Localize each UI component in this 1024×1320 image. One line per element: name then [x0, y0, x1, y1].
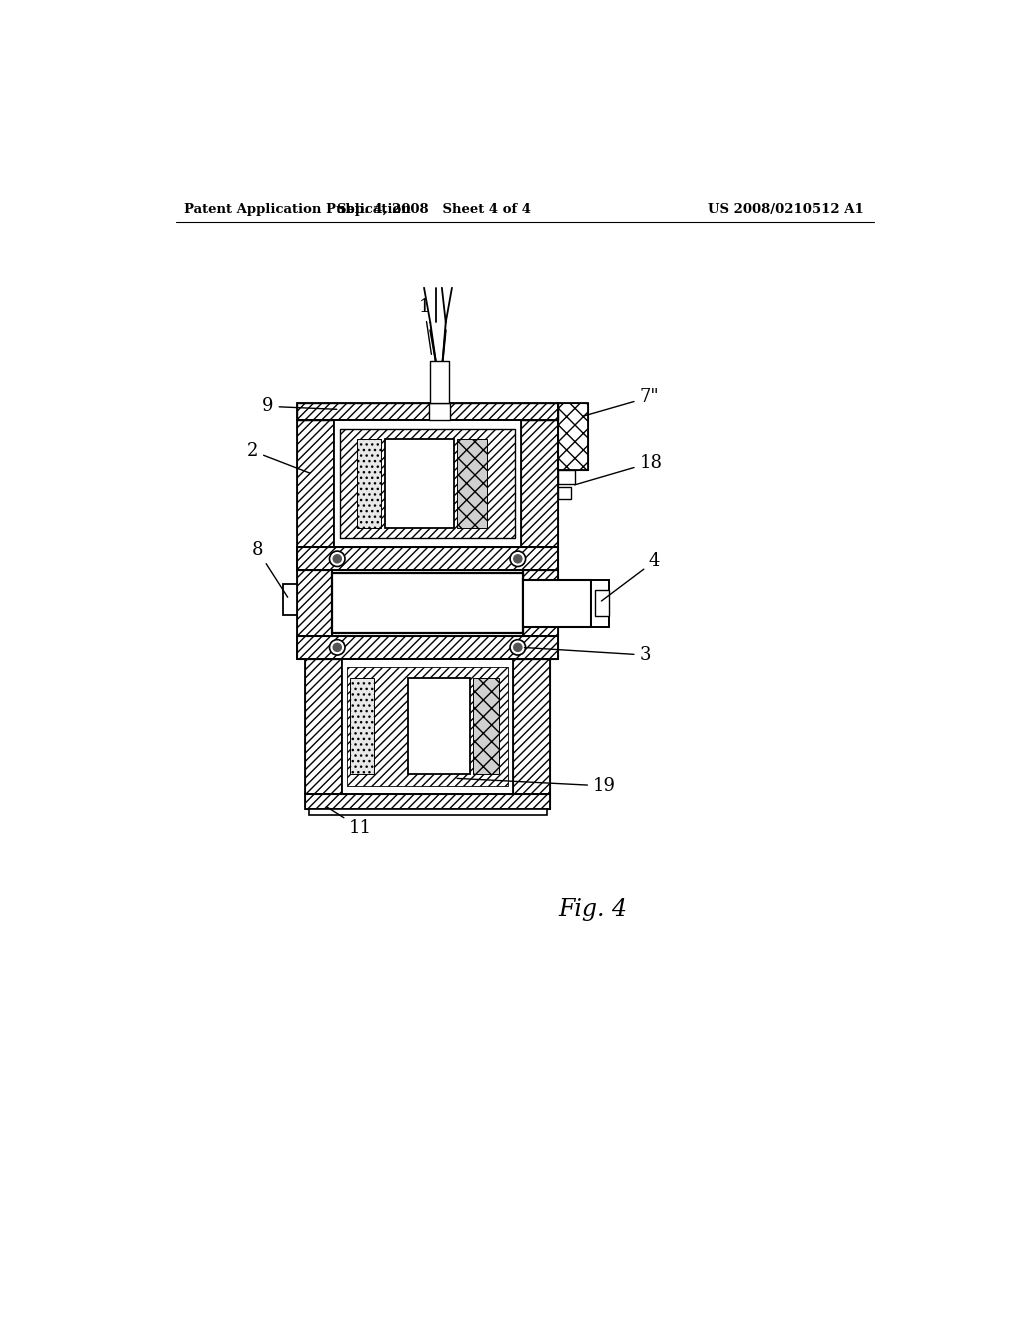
- Bar: [334, 420, 521, 548]
- Bar: [297, 570, 332, 636]
- Text: 3: 3: [524, 645, 651, 664]
- Bar: [592, 579, 608, 627]
- Bar: [521, 420, 558, 548]
- Bar: [385, 438, 455, 528]
- Text: 8: 8: [251, 541, 288, 597]
- Bar: [297, 548, 558, 570]
- Bar: [523, 570, 558, 636]
- Bar: [521, 420, 558, 548]
- Bar: [558, 404, 588, 470]
- Text: Sep. 4, 2008   Sheet 4 of 4: Sep. 4, 2008 Sheet 4 of 4: [337, 203, 531, 216]
- Circle shape: [514, 644, 521, 651]
- Bar: [308, 809, 547, 816]
- Text: 2: 2: [247, 442, 310, 473]
- Text: Patent Application Publication: Patent Application Publication: [183, 203, 411, 216]
- Bar: [430, 360, 449, 404]
- Text: Fig. 4: Fig. 4: [558, 898, 628, 920]
- Text: 9: 9: [262, 397, 337, 416]
- Bar: [356, 438, 381, 528]
- Bar: [297, 636, 558, 659]
- Circle shape: [330, 640, 345, 655]
- Bar: [513, 659, 550, 793]
- Circle shape: [330, 552, 345, 566]
- Bar: [297, 404, 558, 420]
- Bar: [340, 429, 515, 539]
- Circle shape: [334, 644, 341, 651]
- Text: 19: 19: [457, 777, 616, 795]
- Bar: [297, 636, 558, 659]
- Bar: [523, 579, 592, 627]
- Bar: [340, 429, 515, 539]
- Bar: [513, 659, 550, 793]
- Circle shape: [514, 554, 521, 562]
- Bar: [473, 678, 500, 775]
- Bar: [297, 420, 334, 548]
- Circle shape: [334, 554, 341, 562]
- Text: 18: 18: [574, 454, 663, 484]
- Bar: [297, 420, 334, 548]
- Bar: [305, 793, 550, 809]
- Bar: [297, 404, 558, 420]
- Text: 7": 7": [583, 388, 659, 416]
- Bar: [408, 678, 470, 775]
- Bar: [350, 678, 374, 775]
- Bar: [347, 667, 508, 785]
- Bar: [305, 793, 550, 809]
- Circle shape: [510, 640, 525, 655]
- Bar: [523, 570, 558, 636]
- Bar: [595, 590, 608, 615]
- Bar: [458, 438, 486, 528]
- Bar: [297, 548, 558, 570]
- Text: 1: 1: [419, 298, 431, 354]
- Circle shape: [510, 552, 525, 566]
- Bar: [558, 470, 575, 484]
- Bar: [332, 573, 523, 632]
- Text: 4: 4: [601, 552, 660, 601]
- Bar: [297, 570, 332, 636]
- Bar: [305, 659, 342, 793]
- Bar: [305, 659, 342, 793]
- Bar: [558, 487, 571, 499]
- Bar: [429, 404, 451, 420]
- Text: US 2008/0210512 A1: US 2008/0210512 A1: [708, 203, 863, 216]
- Bar: [342, 659, 513, 793]
- Bar: [283, 585, 297, 615]
- Bar: [558, 404, 588, 470]
- Text: 11: 11: [327, 807, 372, 837]
